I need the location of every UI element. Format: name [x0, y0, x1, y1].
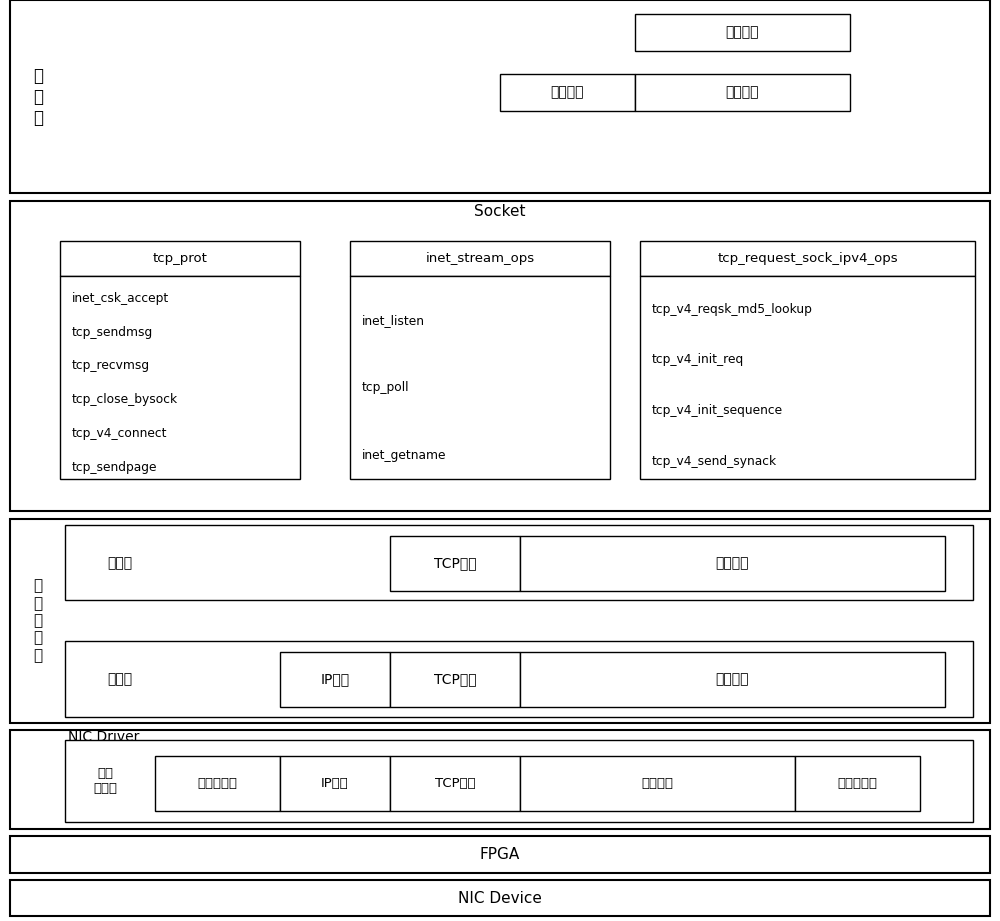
- Text: NIC Device: NIC Device: [458, 892, 542, 906]
- Bar: [280, 652, 390, 707]
- Bar: [280, 756, 390, 811]
- Text: inet_listen: inet_listen: [362, 314, 425, 327]
- Bar: [10, 880, 990, 916]
- Bar: [390, 756, 520, 811]
- Text: IP首部: IP首部: [321, 777, 349, 790]
- Bar: [390, 536, 520, 591]
- Text: 用户首部: 用户首部: [551, 85, 584, 99]
- Bar: [65, 740, 973, 822]
- Bar: [155, 756, 280, 811]
- Text: 用户数据: 用户数据: [726, 25, 759, 40]
- Text: TCP首部: TCP首部: [434, 556, 476, 571]
- Bar: [60, 241, 300, 276]
- Text: 以太网首部: 以太网首部: [198, 777, 238, 790]
- Bar: [635, 74, 850, 111]
- Text: 以太网尾部: 以太网尾部: [838, 777, 878, 790]
- Text: 网络层: 网络层: [107, 671, 133, 686]
- Bar: [10, 0, 990, 193]
- Bar: [640, 276, 975, 479]
- Bar: [520, 652, 945, 707]
- Text: tcp_prot: tcp_prot: [153, 252, 207, 265]
- Bar: [65, 525, 973, 600]
- Text: 运输层: 运输层: [107, 555, 133, 570]
- Text: tcp_v4_reqsk_md5_lookup: tcp_v4_reqsk_md5_lookup: [652, 303, 813, 316]
- Text: IP首部: IP首部: [320, 672, 350, 687]
- Text: tcp_v4_init_req: tcp_v4_init_req: [652, 354, 744, 367]
- Bar: [795, 756, 920, 811]
- Text: 应用数据: 应用数据: [642, 777, 674, 790]
- Bar: [500, 74, 635, 111]
- Text: 应用数据: 应用数据: [716, 672, 749, 687]
- Text: 应用数据: 应用数据: [716, 556, 749, 571]
- Text: tcp_v4_init_sequence: tcp_v4_init_sequence: [652, 404, 783, 417]
- Bar: [520, 756, 795, 811]
- Text: tcp_sendpage: tcp_sendpage: [72, 460, 158, 473]
- Bar: [350, 276, 610, 479]
- Bar: [65, 641, 973, 717]
- Bar: [640, 241, 975, 276]
- Text: tcp_close_bysock: tcp_close_bysock: [72, 393, 178, 406]
- Text: inet_stream_ops: inet_stream_ops: [425, 252, 535, 265]
- Text: inet_csk_accept: inet_csk_accept: [72, 292, 169, 305]
- Text: 网
络
协
议
栈: 网 络 协 议 栈: [33, 578, 43, 663]
- Text: tcp_v4_send_synack: tcp_v4_send_synack: [652, 455, 777, 468]
- Bar: [520, 536, 945, 591]
- Text: Socket: Socket: [474, 204, 526, 219]
- Text: TCP首部: TCP首部: [435, 777, 475, 790]
- Text: 用户数据: 用户数据: [726, 85, 759, 99]
- Text: 应
用
层: 应 用 层: [33, 67, 43, 126]
- Text: tcp_sendmsg: tcp_sendmsg: [72, 325, 153, 339]
- Bar: [60, 276, 300, 479]
- Text: FPGA: FPGA: [480, 847, 520, 862]
- Text: tcp_poll: tcp_poll: [362, 381, 410, 394]
- Text: inet_getname: inet_getname: [362, 449, 446, 461]
- Text: tcp_v4_connect: tcp_v4_connect: [72, 426, 168, 440]
- Text: tcp_recvmsg: tcp_recvmsg: [72, 359, 150, 372]
- Text: TCP首部: TCP首部: [434, 672, 476, 687]
- Text: NIC Driver: NIC Driver: [68, 729, 139, 744]
- Bar: [10, 730, 990, 829]
- Bar: [10, 201, 990, 511]
- Bar: [10, 836, 990, 873]
- Bar: [350, 241, 610, 276]
- Bar: [10, 519, 990, 723]
- Bar: [390, 652, 520, 707]
- Text: tcp_request_sock_ipv4_ops: tcp_request_sock_ipv4_ops: [717, 252, 898, 265]
- Bar: [635, 14, 850, 51]
- Text: 数据
链路层: 数据 链路层: [93, 767, 117, 795]
